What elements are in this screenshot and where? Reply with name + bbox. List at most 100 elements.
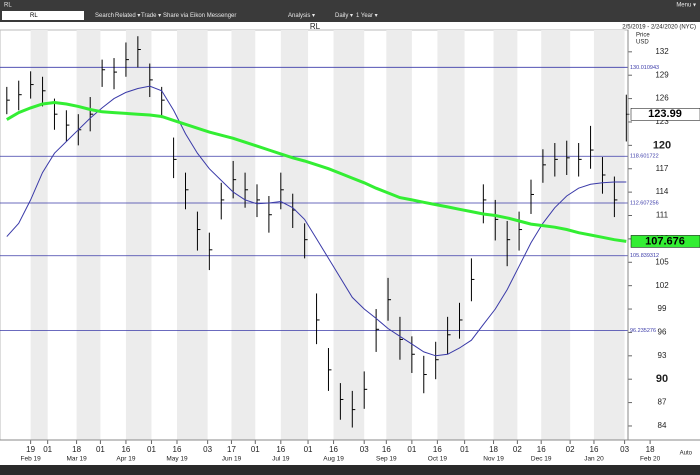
symbol-input[interactable]: RL (30, 13, 38, 19)
grid-band (30, 30, 48, 440)
toolbar-item[interactable]: Share via Eikon Messenger (163, 13, 236, 19)
y-tick-label: 93 (658, 351, 667, 360)
price-bar (327, 348, 332, 391)
price-bar (268, 196, 272, 233)
grid-band (333, 30, 365, 440)
y-tick-label: 84 (658, 421, 667, 430)
price-bar (89, 97, 94, 132)
price-bar (30, 71, 34, 99)
scale-mode[interactable]: Auto (680, 451, 693, 457)
last-value-box (630, 108, 700, 121)
level-label: 96.235276 (630, 328, 656, 334)
x-tick-label: 16 (121, 445, 130, 454)
month-label: Jun 19 (222, 456, 242, 463)
y-tick-label: 102 (655, 281, 669, 290)
toolbar-item[interactable]: Daily ▾ (335, 13, 353, 19)
toolbar-item[interactable]: Related ▾ (115, 13, 140, 19)
price-bar (613, 176, 618, 218)
price-bar (399, 316, 403, 360)
month-label: Mar 19 (66, 456, 87, 463)
x-tick-label: 01 (96, 445, 105, 454)
x-tick-label: 01 (407, 445, 416, 454)
x-tick-label: 16 (382, 445, 391, 454)
chart-title: RL (310, 22, 321, 31)
price-bar (18, 80, 22, 111)
price-bar (351, 390, 356, 428)
price-bar (42, 76, 46, 107)
price-bar (494, 199, 499, 241)
x-tick-label: 01 (251, 445, 260, 454)
price-bar (375, 309, 380, 352)
price-bar (435, 341, 439, 380)
menu[interactable]: Menu ▾ (676, 3, 696, 9)
price-bar (459, 302, 463, 339)
month-label: Nov 19 (483, 456, 504, 463)
price-bar (447, 316, 451, 355)
price-bar (220, 182, 225, 220)
level-label: 105.839312 (630, 253, 659, 259)
y-tick-label: 114 (656, 187, 669, 196)
moving-average (6, 100, 627, 243)
y-tick-label: 96 (658, 328, 667, 337)
price-bar (316, 293, 320, 345)
price-bar (149, 63, 153, 98)
price-bar (339, 383, 344, 420)
price-bar (196, 211, 201, 251)
grid-band (541, 30, 571, 440)
x-tick-label: 18 (646, 445, 655, 454)
y-tick-label: 132 (655, 47, 669, 56)
y-label: Price (636, 33, 650, 39)
x-tick-label: 16 (329, 445, 338, 454)
price-bar (173, 137, 177, 179)
x-tick-label: 16 (433, 445, 442, 454)
price-bar (363, 371, 368, 409)
x-tick-label: 16 (173, 445, 182, 454)
x-tick-label: 18 (489, 445, 498, 454)
toolbar-item[interactable]: Search (95, 13, 114, 19)
price-bar (423, 355, 427, 394)
toolbar-item[interactable]: 1 Year ▾ (356, 13, 378, 19)
y-tick-label: 99 (658, 304, 667, 313)
x-tick-label: 01 (43, 445, 52, 454)
price-bar (518, 211, 523, 251)
y-tick-label: 87 (658, 398, 667, 407)
y-tick-label: 126 (655, 94, 669, 103)
price-bar (101, 59, 106, 87)
month-label: Apr 19 (116, 456, 136, 463)
month-label: Jul 19 (272, 456, 290, 463)
x-tick-label: 03 (620, 445, 629, 454)
price-bar (554, 143, 558, 177)
month-label: Oct 19 (428, 456, 448, 463)
y-tick-label: 117 (656, 164, 669, 173)
price-bar (125, 42, 129, 77)
symbol-box[interactable] (2, 11, 84, 20)
price-bar (601, 157, 606, 194)
level-label: 118.601722 (630, 154, 659, 160)
toolbar-item[interactable]: Trade ▾ (141, 13, 161, 19)
price-bar (208, 232, 213, 271)
x-tick-label: 17 (227, 445, 236, 454)
plot-area (0, 29, 630, 441)
x-tick-label: 16 (590, 445, 599, 454)
y-tick-label: 123 (655, 117, 669, 126)
level-label: 130.010943 (630, 65, 659, 71)
month-label: May 19 (166, 456, 188, 463)
moving-average (6, 85, 627, 357)
price-bar (530, 179, 534, 214)
y-tick-label: 129 (655, 70, 669, 79)
price-bar (470, 258, 475, 302)
price-bar (161, 86, 165, 119)
y-tick-label: 105 (655, 257, 669, 266)
price-bar (113, 58, 118, 90)
price-bar (280, 172, 284, 210)
month-label: Aug 19 (323, 456, 344, 463)
y-tick-label: 90 (656, 373, 668, 385)
grid-band (231, 30, 256, 440)
price-bar (542, 149, 546, 183)
grid-band (493, 30, 518, 440)
chart-subtitle: 2/5/2019 - 2/24/2020 (NYC) (622, 25, 696, 31)
toolbar-item[interactable]: Analysis ▾ (288, 13, 315, 19)
last-value-box (630, 235, 700, 248)
